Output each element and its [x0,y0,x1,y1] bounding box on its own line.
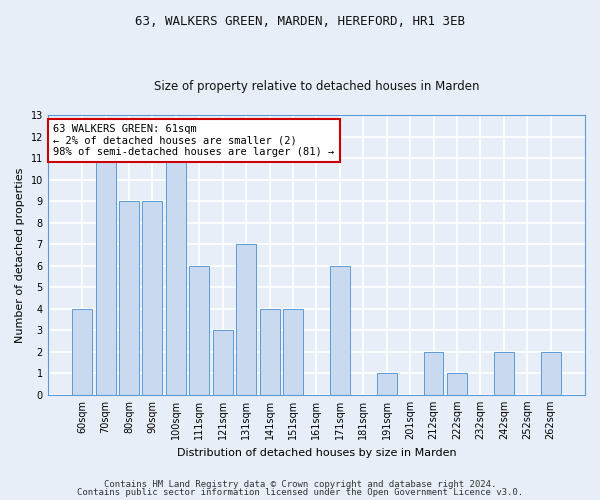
Bar [95,158,116,395]
Bar [447,374,467,395]
Bar [283,309,303,395]
Bar [236,244,256,395]
Bar [72,309,92,395]
Bar [190,266,209,395]
X-axis label: Distribution of detached houses by size in Marden: Distribution of detached houses by size … [176,448,456,458]
Bar [377,374,397,395]
Title: Size of property relative to detached houses in Marden: Size of property relative to detached ho… [154,80,479,94]
Bar [142,202,163,395]
Bar [330,266,350,395]
Text: 63, WALKERS GREEN, MARDEN, HEREFORD, HR1 3EB: 63, WALKERS GREEN, MARDEN, HEREFORD, HR1… [135,15,465,28]
Bar [260,309,280,395]
Text: Contains public sector information licensed under the Open Government Licence v3: Contains public sector information licen… [77,488,523,497]
Bar [166,158,186,395]
Y-axis label: Number of detached properties: Number of detached properties [15,168,25,343]
Bar [541,352,560,395]
Bar [494,352,514,395]
Bar [213,330,233,395]
Bar [119,202,139,395]
Text: 63 WALKERS GREEN: 61sqm
← 2% of detached houses are smaller (2)
98% of semi-deta: 63 WALKERS GREEN: 61sqm ← 2% of detached… [53,124,334,157]
Bar [424,352,443,395]
Text: Contains HM Land Registry data © Crown copyright and database right 2024.: Contains HM Land Registry data © Crown c… [104,480,496,489]
